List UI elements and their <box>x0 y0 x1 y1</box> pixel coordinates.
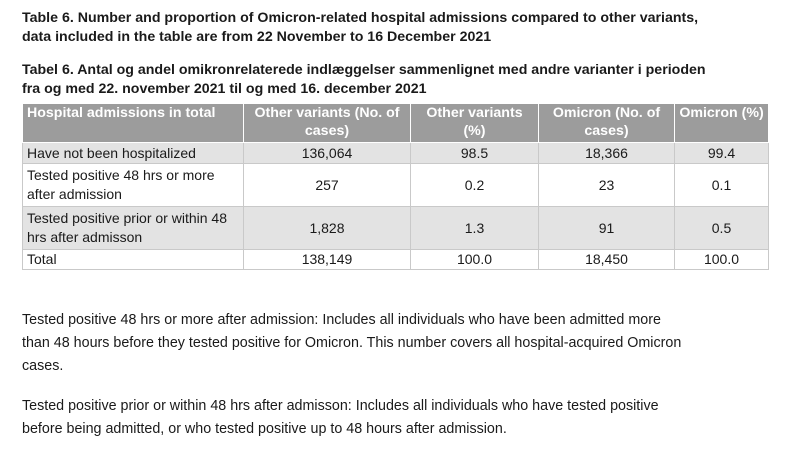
cell-omicron-percent: 99.4 <box>674 142 769 164</box>
row-label: Tested positive prior or within 48 hrs a… <box>22 206 244 250</box>
header-omicron-count: Omicron (No. of cases) <box>538 103 675 143</box>
cell-other-variants-count: 138,149 <box>243 249 411 270</box>
cell-other-variants-count: 136,064 <box>243 142 411 164</box>
table-header-row: Hospital admissions in total Other varia… <box>22 103 769 143</box>
cell-omicron-percent: 0.5 <box>674 206 769 250</box>
cell-omicron-percent: 0.1 <box>674 163 769 207</box>
cell-omicron-count: 18,450 <box>538 249 675 270</box>
cell-other-variants-percent: 1.3 <box>410 206 539 250</box>
cell-omicron-count: 91 <box>538 206 675 250</box>
table-title-danish: Tabel 6. Antal og andel omikronrelatered… <box>22 62 706 97</box>
cell-other-variants-count: 1,828 <box>243 206 411 250</box>
cell-other-variants-percent: 100.0 <box>410 249 539 270</box>
cell-other-variants-percent: 0.2 <box>410 163 539 207</box>
cell-omicron-percent: 100.0 <box>674 249 769 270</box>
header-other-variants-percent: Other variants (%) <box>410 103 539 143</box>
row-label: Have not been hospitalized <box>22 142 244 164</box>
header-hospital-admissions: Hospital admissions in total <box>22 103 244 143</box>
table-row-positive-after-admission: Tested positive 48 hrs or more after adm… <box>22 163 769 207</box>
header-omicron-percent: Omicron (%) <box>674 103 769 143</box>
table-row-total: Total 138,149 100.0 18,450 100.0 <box>22 249 769 270</box>
table-row-positive-prior-admission: Tested positive prior or within 48 hrs a… <box>22 206 769 250</box>
note-after-admission: Tested positive 48 hrs or more after adm… <box>22 312 682 374</box>
row-label: Total <box>22 249 244 270</box>
row-label: Tested positive 48 hrs or more after adm… <box>22 163 244 207</box>
table-title-english: Table 6. Number and proportion of Omicro… <box>22 10 699 45</box>
table-row-not-hospitalized: Have not been hospitalized 136,064 98.5 … <box>22 142 769 164</box>
cell-omicron-count: 18,366 <box>538 142 675 164</box>
cell-omicron-count: 23 <box>538 163 675 207</box>
header-other-variants-count: Other variants (No. of cases) <box>243 103 411 143</box>
admissions-table: Hospital admissions in total Other varia… <box>22 103 769 270</box>
cell-other-variants-count: 257 <box>243 163 411 207</box>
cell-other-variants-percent: 98.5 <box>410 142 539 164</box>
note-prior-admission: Tested positive prior or within 48 hrs a… <box>22 398 659 437</box>
